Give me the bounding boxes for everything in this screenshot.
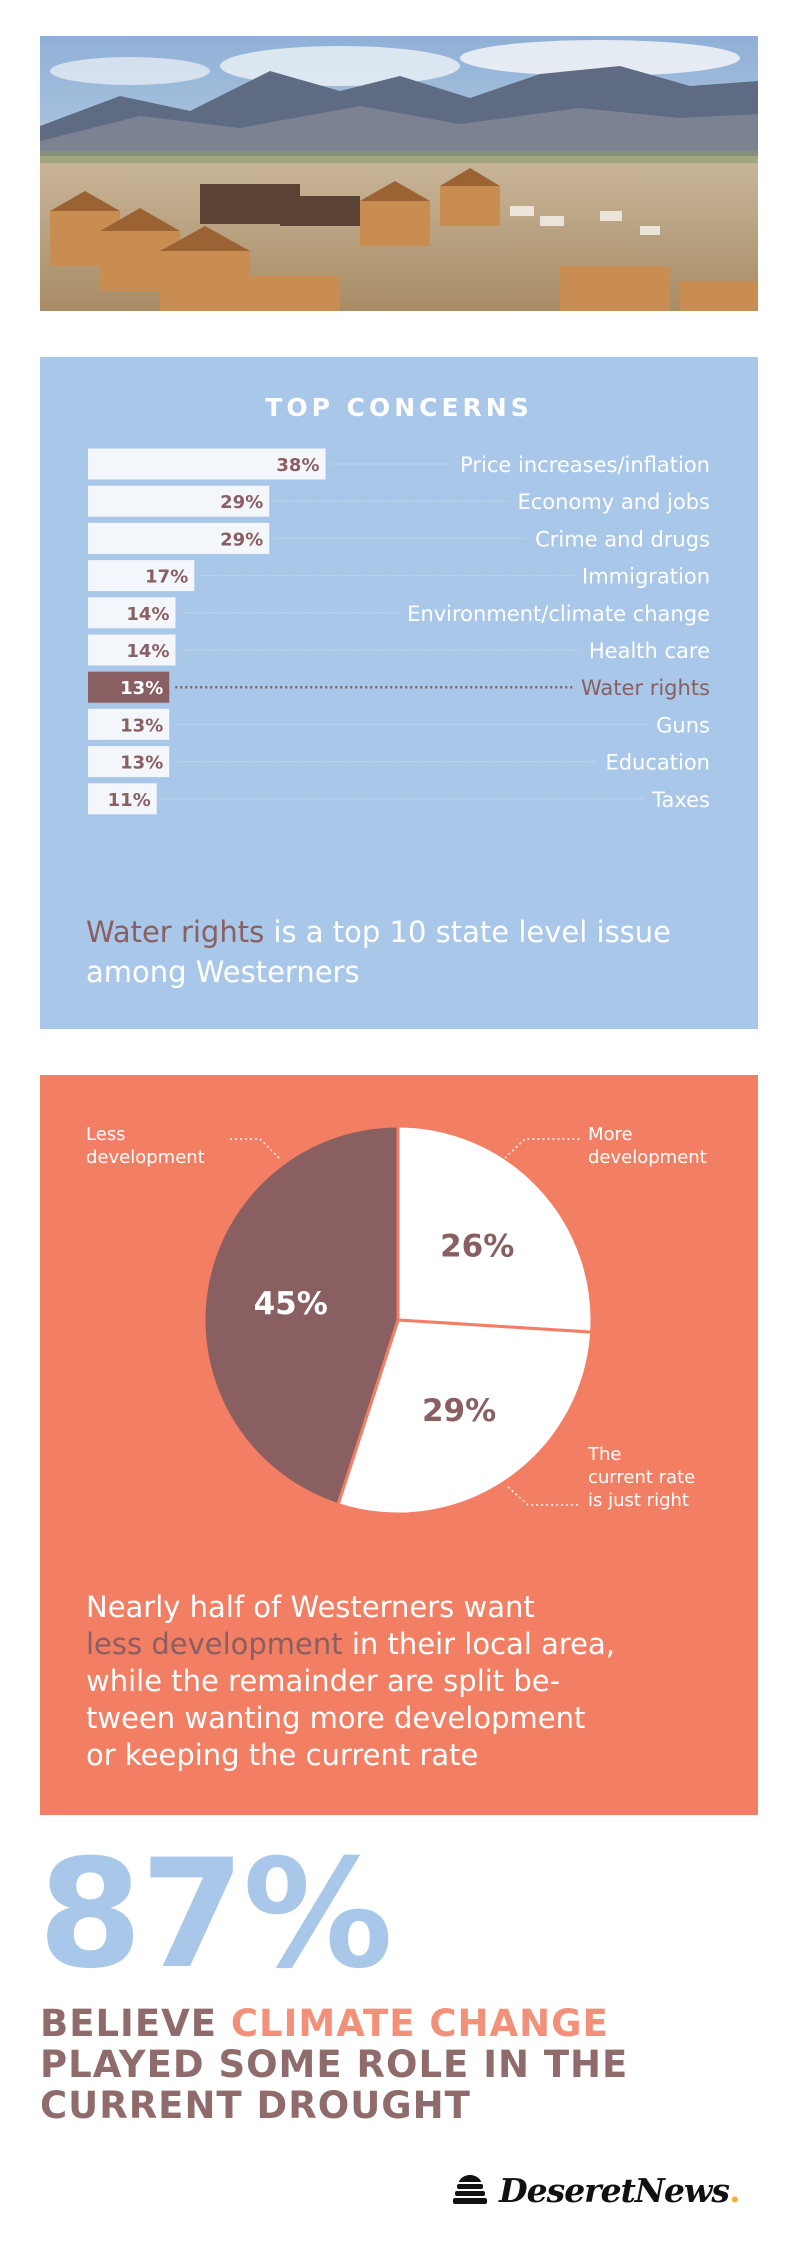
pie-leader-line	[230, 1138, 281, 1160]
construction-photo-illustration	[40, 36, 758, 311]
bar-value-label: 38%	[276, 455, 319, 476]
pie-value-label: 29%	[422, 1393, 496, 1429]
bar	[88, 746, 170, 778]
pie-leader-line	[507, 1486, 580, 1506]
pie-value-label: 45%	[254, 1286, 328, 1322]
bar	[88, 708, 170, 740]
slice-label-more-development: More development	[588, 1124, 707, 1168]
top-concerns-panel: TOP CONCERNS 38% Price increases/inflatio…	[40, 357, 758, 1029]
pie-slice	[396, 1124, 594, 1334]
bar	[88, 448, 326, 480]
bar	[88, 485, 270, 517]
header-photo	[40, 36, 758, 311]
deseret-news-logo[interactable]: DeseretNews.	[451, 2168, 740, 2212]
caption-line1: Nearly half of Westerners want	[86, 1590, 535, 1624]
top-concerns-caption: Water rights is a top 10 state level iss…	[86, 912, 726, 992]
bar-value-label: 11%	[108, 790, 151, 811]
development-caption: Nearly half of Westerners want less deve…	[86, 1589, 726, 1774]
caption-rest: in their local area, while the remainder…	[86, 1627, 615, 1772]
pie-slice	[336, 1318, 594, 1516]
brand-dot: .	[728, 2170, 741, 2210]
caption-highlight: less development	[86, 1627, 343, 1661]
bar-category-label: Guns	[656, 713, 710, 737]
bar-category-label: Education	[605, 751, 710, 775]
pie-value-label: 26%	[440, 1229, 514, 1265]
bar-category-label: Environment/climate change	[407, 602, 710, 626]
top-concerns-bar-chart: 38% Price increases/inflation 29% Economy a…	[88, 448, 710, 815]
bar-category-label: Immigration	[582, 565, 710, 589]
slice-label-less-development: Less development	[86, 1124, 205, 1168]
stat-rest: PLAYED SOME ROLE IN THE CURRENT DROUGHT	[40, 2043, 629, 2127]
pie-slice	[202, 1124, 400, 1507]
bar	[88, 671, 170, 703]
bar-category-label: Crime and drugs	[535, 527, 710, 551]
bar	[88, 560, 195, 592]
caption-rest: is a top 10 state level issue among West…	[86, 915, 672, 989]
stat-prefix: BELIEVE	[40, 2002, 231, 2045]
bar-category-label: Price increases/inflation	[460, 453, 710, 477]
stat-highlight: CLIMATE CHANGE	[230, 2002, 609, 2045]
big-stat-value: 87%	[38, 1828, 393, 2002]
bar-value-label: 14%	[126, 641, 169, 662]
bar-category-label: Economy and jobs	[517, 490, 710, 514]
bar-value-label: 13%	[120, 715, 163, 736]
bar-category-label: Water rights	[581, 676, 710, 700]
bar	[88, 783, 157, 815]
top-concerns-title: TOP CONCERNS	[265, 393, 533, 422]
bar-value-label: 14%	[126, 604, 169, 625]
beehive-icon	[453, 2175, 487, 2204]
slice-label-current-rate: The current rate is just right	[588, 1444, 696, 1511]
bar-value-label: 29%	[220, 529, 263, 550]
development-pie-chart: 26% 29% 45%	[202, 1124, 594, 1516]
bar-category-label: Taxes	[651, 788, 710, 812]
bar	[88, 522, 270, 554]
bar-value-label: 13%	[120, 753, 163, 774]
bar-value-label: 29%	[220, 492, 263, 513]
bar	[88, 597, 176, 629]
brand-name: DeseretNews	[499, 2170, 730, 2210]
development-panel: 26% 29% 45% More development The current r…	[40, 1075, 758, 1815]
pie-leader-line	[504, 1138, 580, 1159]
bar-value-label: 17%	[145, 567, 188, 588]
caption-highlight: Water rights	[86, 915, 265, 949]
stat-description: BELIEVE CLIMATE CHANGE PLAYED SOME ROLE …	[40, 2003, 760, 2126]
bar	[88, 634, 176, 666]
bar-category-label: Health care	[589, 639, 710, 663]
bar-value-label: 13%	[120, 678, 163, 699]
